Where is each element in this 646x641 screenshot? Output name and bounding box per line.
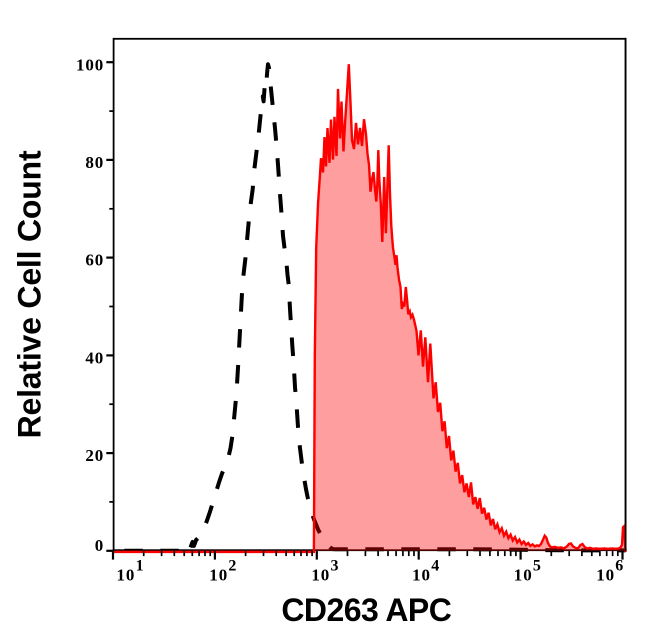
svg-text:60: 60 xyxy=(85,251,104,270)
svg-text:CD263 APC: CD263 APC xyxy=(281,592,451,628)
svg-text:10: 10 xyxy=(596,565,615,584)
svg-text:2: 2 xyxy=(228,557,236,574)
svg-text:100: 100 xyxy=(76,55,104,74)
svg-text:20: 20 xyxy=(85,446,104,465)
svg-text:10: 10 xyxy=(117,565,136,584)
svg-text:Relative Cell Count: Relative Cell Count xyxy=(11,150,47,438)
svg-text:80: 80 xyxy=(85,153,104,172)
svg-text:10: 10 xyxy=(311,565,330,584)
svg-text:10: 10 xyxy=(209,565,228,584)
svg-text:5: 5 xyxy=(533,557,541,574)
svg-text:4: 4 xyxy=(431,557,439,574)
svg-text:10: 10 xyxy=(514,565,533,584)
svg-text:40: 40 xyxy=(85,349,104,368)
svg-text:10: 10 xyxy=(412,565,431,584)
svg-text:6: 6 xyxy=(615,557,623,574)
svg-text:1: 1 xyxy=(136,557,144,574)
svg-text:3: 3 xyxy=(331,557,339,574)
svg-text:0: 0 xyxy=(95,536,104,555)
